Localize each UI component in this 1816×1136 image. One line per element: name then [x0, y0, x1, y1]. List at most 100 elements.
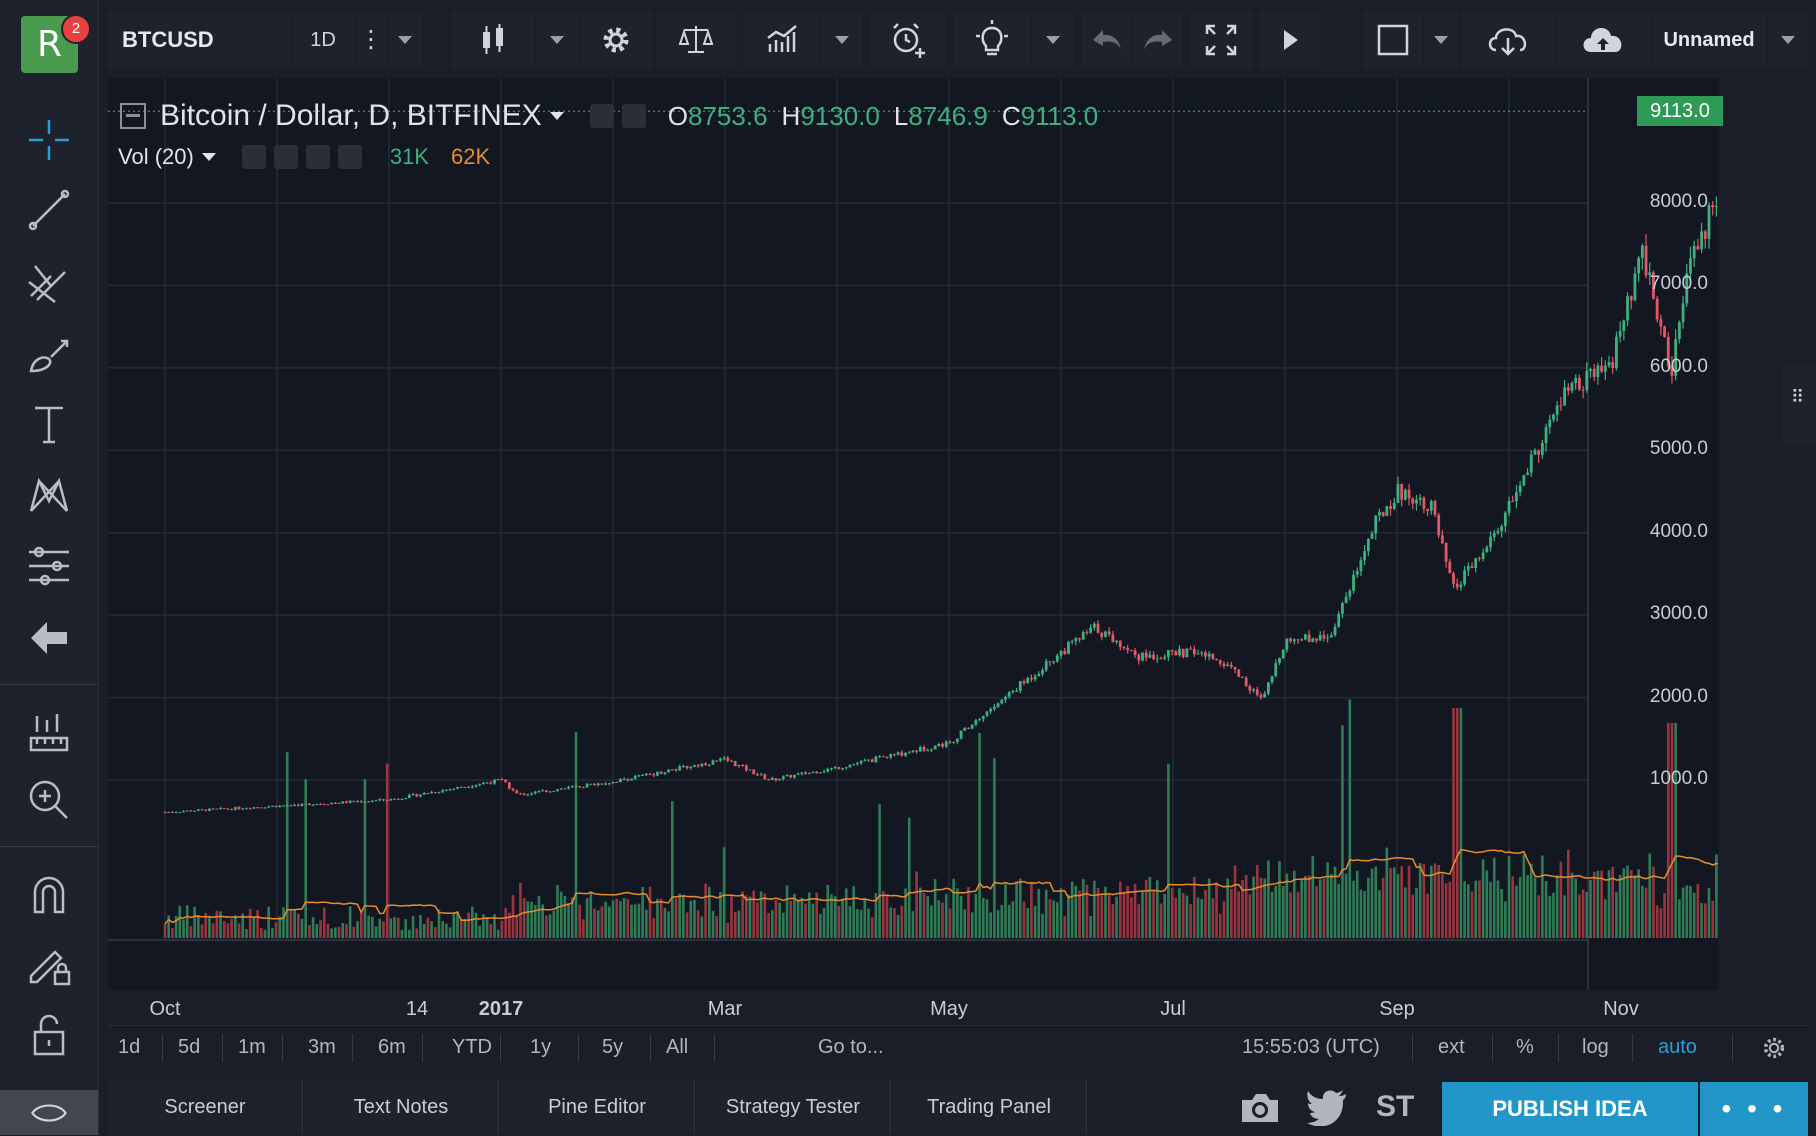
layout-name-dropdown[interactable] [1768, 12, 1808, 68]
trend-line-tool[interactable] [18, 182, 80, 238]
stocktwits-button[interactable]: ST [1376, 1090, 1415, 1123]
more-options-button[interactable]: • • • [1700, 1082, 1808, 1136]
price-chart[interactable] [108, 78, 1718, 990]
range-1d[interactable]: 1d [118, 1036, 141, 1058]
text-tool[interactable] [18, 396, 80, 452]
candle-body [659, 771, 663, 774]
layout-button[interactable] [1364, 12, 1422, 68]
candle-body [263, 807, 267, 809]
ext-hours-toggle[interactable]: ext [1438, 1036, 1465, 1058]
goto-date-button[interactable]: Go to... [818, 1036, 884, 1058]
twitter-icon[interactable] [1306, 1088, 1348, 1126]
replay-button[interactable] [1260, 12, 1320, 68]
ideas-dropdown[interactable] [1032, 12, 1074, 68]
close-icon[interactable] [337, 145, 362, 169]
volume-bar [400, 929, 404, 938]
load-layout-button[interactable] [1462, 12, 1554, 68]
candle-body [1067, 642, 1070, 655]
candle-body [1470, 566, 1474, 569]
high-label: H [781, 100, 801, 131]
range-1m[interactable]: 1m [238, 1036, 266, 1058]
lock-drawings-tool[interactable] [18, 936, 80, 992]
alert-button[interactable] [870, 12, 946, 68]
chevron-down-icon[interactable] [549, 112, 564, 120]
magnet-tool[interactable] [18, 866, 80, 922]
brush-tool[interactable] [18, 325, 80, 381]
volume-bar [1504, 901, 1507, 938]
chart-style-button[interactable] [452, 12, 534, 68]
ideas-button[interactable] [954, 12, 1030, 68]
volume-bar [793, 893, 796, 938]
notification-badge[interactable]: 2 [61, 14, 91, 44]
chart-style-dropdown[interactable] [536, 12, 578, 68]
candle-body [1167, 650, 1170, 657]
interval-button[interactable]: 1D [292, 12, 354, 68]
undo-button[interactable] [1082, 12, 1132, 68]
right-panel-handle[interactable]: ⠿ [1782, 365, 1816, 445]
crosshair-tool[interactable] [18, 112, 80, 168]
range-1y[interactable]: 1y [530, 1036, 552, 1058]
gear-icon[interactable] [273, 145, 298, 169]
volume-bar [670, 801, 674, 938]
candle-body [1374, 515, 1378, 534]
candle-body [274, 805, 278, 808]
indicators-dropdown[interactable] [822, 12, 862, 68]
range-6m[interactable]: 6m [378, 1036, 406, 1058]
range-divider [1732, 1034, 1733, 1062]
gear-icon[interactable] [1760, 1034, 1788, 1062]
range-all[interactable]: All [666, 1036, 689, 1058]
candle-body [578, 786, 582, 788]
hide-toolbar-button[interactable] [0, 1090, 98, 1135]
plus-icon[interactable] [305, 145, 330, 169]
layout-dropdown[interactable] [1424, 12, 1458, 68]
indicators-button[interactable] [744, 12, 820, 68]
symbol-search[interactable]: BTCUSD [108, 12, 290, 68]
range-3m[interactable]: 3m [308, 1036, 336, 1058]
zoom-tool[interactable] [18, 772, 80, 828]
range-5d[interactable]: 5d [178, 1036, 201, 1058]
tab-trading-panel[interactable]: Trading Panel [892, 1080, 1087, 1135]
range-ytd[interactable]: YTD [452, 1036, 492, 1058]
tab-strategy-tester[interactable]: Strategy Tester [696, 1080, 891, 1135]
volume-bar [800, 897, 804, 938]
chevron-down-icon [550, 36, 564, 44]
interval-dropdown[interactable] [388, 12, 422, 68]
log-scale-toggle[interactable]: log [1582, 1036, 1609, 1058]
redo-button[interactable] [1134, 12, 1182, 68]
prediction-tool[interactable] [18, 538, 80, 594]
tab-pine-editor[interactable]: Pine Editor [500, 1080, 695, 1135]
pitchfork-tool[interactable] [18, 254, 80, 310]
series-title[interactable]: Bitcoin / Dollar, D, BITFINEX [160, 99, 542, 132]
measure-tool[interactable] [18, 704, 80, 760]
tab-screener[interactable]: Screener [108, 1080, 303, 1135]
volume-bar [1211, 898, 1215, 938]
fullscreen-button[interactable] [1190, 12, 1252, 68]
save-layout-button[interactable] [1556, 12, 1650, 68]
chevron-down-icon[interactable] [201, 153, 216, 161]
lock-tool[interactable] [18, 1006, 80, 1062]
percent-scale-toggle[interactable]: % [1516, 1036, 1534, 1058]
auto-scale-toggle[interactable]: auto [1658, 1036, 1697, 1058]
gear-icon[interactable] [621, 104, 646, 128]
collapse-legend-icon[interactable] [120, 103, 146, 129]
candle-body [1378, 512, 1381, 516]
pattern-tool[interactable] [18, 467, 80, 523]
eye-icon[interactable] [589, 104, 614, 128]
candle-body [752, 769, 756, 775]
layout-name-button[interactable]: Unnamed [1652, 12, 1766, 68]
camera-icon[interactable] [1238, 1088, 1282, 1128]
range-5y[interactable]: 5y [602, 1036, 624, 1058]
utc-clock[interactable]: 15:55:03 (UTC) [1242, 1036, 1380, 1058]
settings-button[interactable] [580, 12, 652, 68]
volume-bar [408, 929, 411, 938]
volume-title[interactable]: Vol (20) [118, 144, 194, 169]
compare-button[interactable] [656, 12, 736, 68]
eye-icon[interactable] [241, 145, 266, 169]
candle-body [1696, 245, 1700, 250]
publish-idea-button[interactable]: PUBLISH IDEA [1442, 1082, 1698, 1136]
interval-more-button[interactable]: ⋮ [356, 12, 386, 68]
back-tool[interactable] [18, 610, 80, 666]
candle-body [1670, 365, 1674, 376]
tab-text-notes[interactable]: Text Notes [304, 1080, 499, 1135]
